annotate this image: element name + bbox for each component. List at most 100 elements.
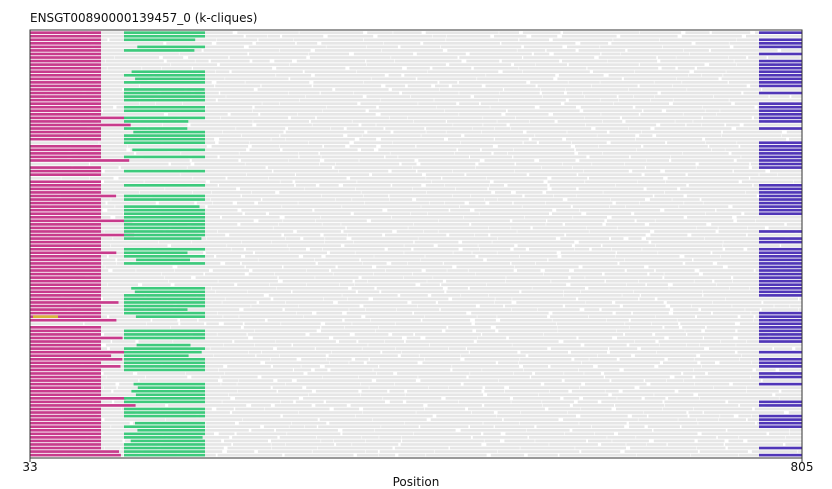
sequence-segment [640,347,705,350]
sequence-segment [342,432,414,436]
sequence-segment [777,173,802,176]
sequence-segment [690,453,739,457]
sequence-segment [236,432,287,436]
sequence-segment [646,166,696,169]
clique-segment-purple [759,84,802,88]
sequence-segment [180,173,247,176]
sequence-segment [716,283,792,287]
sequence-segment [556,208,580,212]
clique-segment-green [124,38,196,42]
sequence-segment [497,144,571,148]
sequence-segment [423,42,500,45]
chart-title: ENSGT00890000139457_0 (k-cliques) [30,11,257,25]
sequence-segment [174,269,209,272]
sequence-segment [551,176,588,180]
sequence-segment [389,198,413,201]
sequence-segment [542,400,574,404]
clique-segment-magenta [30,130,101,134]
sequence-segment [799,297,802,301]
sequence-segment [140,102,156,105]
sequence-segment [504,439,535,443]
sequence-segment [252,269,307,272]
sequence-segment [499,91,540,95]
clique-segment-green [124,134,205,137]
sequence-segment [452,368,482,372]
sequence-segment [497,120,530,123]
clique-segment-purple [759,59,802,63]
sequence-segment [429,343,512,347]
sequence-segment [198,294,264,297]
sequence-segment [253,109,323,113]
sequence-segment [236,127,286,130]
sequence-segment [227,176,268,180]
sequence-segment [637,453,690,457]
sequence-segment [483,432,501,436]
sequence-segment [209,180,280,184]
sequence-segment [517,230,589,233]
sequence-segment [326,357,352,361]
sequence-segment [617,397,642,400]
sequence-segment [501,42,576,45]
sequence-segment [187,166,266,169]
sequence-segment [381,49,443,52]
sequence-segment [376,372,394,375]
clique-segment-green [131,286,205,290]
sequence-segment [769,95,790,98]
sequence-segment [650,233,688,237]
sequence-segment [654,127,732,130]
sequence-segment [71,308,144,311]
clique-segment-green [131,389,205,393]
clique-segment-green [124,436,203,439]
sequence-segment [636,219,655,223]
sequence-segment [240,159,289,162]
sequence-segment [684,201,703,205]
sequence-segment [553,194,577,198]
sequence-segment [353,212,410,216]
sequence-segment [712,311,751,315]
sequence-segment [215,290,248,294]
clique-segment-green [124,411,205,414]
sequence-segment [405,393,484,397]
sequence-segment [605,279,639,283]
clique-segment-green [124,357,205,361]
sequence-segment [585,382,647,386]
sequence-segment [278,389,312,393]
clique-segment-magenta [30,297,101,301]
clique-segment-purple [759,336,802,340]
sequence-segment [564,379,610,382]
clique-segment-green [124,251,188,255]
sequence-segment [255,42,296,45]
sequence-segment [79,84,140,88]
sequence-segment [572,404,614,407]
sequence-segment [105,343,151,347]
sequence-segment [303,237,325,240]
sequence-segment [393,130,426,134]
sequence-segment [386,269,422,272]
sequence-segment [378,148,457,152]
sequence-segment [481,130,523,134]
sequence-segment [91,329,147,333]
sequence-segment [376,123,453,127]
sequence-segment [579,386,635,389]
sequence-segment [684,255,721,258]
sequence-segment [241,194,322,198]
clique-segment-purple [759,105,802,109]
clique-segment-purple [759,120,802,123]
sequence-segment [592,425,625,429]
sequence-segment [598,56,657,59]
sequence-segment [450,208,470,212]
sequence-segment [223,322,243,326]
sequence-segment [639,63,705,66]
sequence-segment [682,326,706,329]
sequence-segment [578,336,613,340]
clique-segment-magenta [30,95,101,98]
sequence-segment [786,223,802,226]
sequence-segment [362,134,421,137]
sequence-segment [580,42,609,45]
sequence-segment [331,350,381,354]
sequence-segment [193,428,249,432]
sequence-segment [325,255,374,258]
sequence-segment [635,137,703,141]
sequence-segment [699,397,779,400]
clique-segment-green [124,116,205,120]
